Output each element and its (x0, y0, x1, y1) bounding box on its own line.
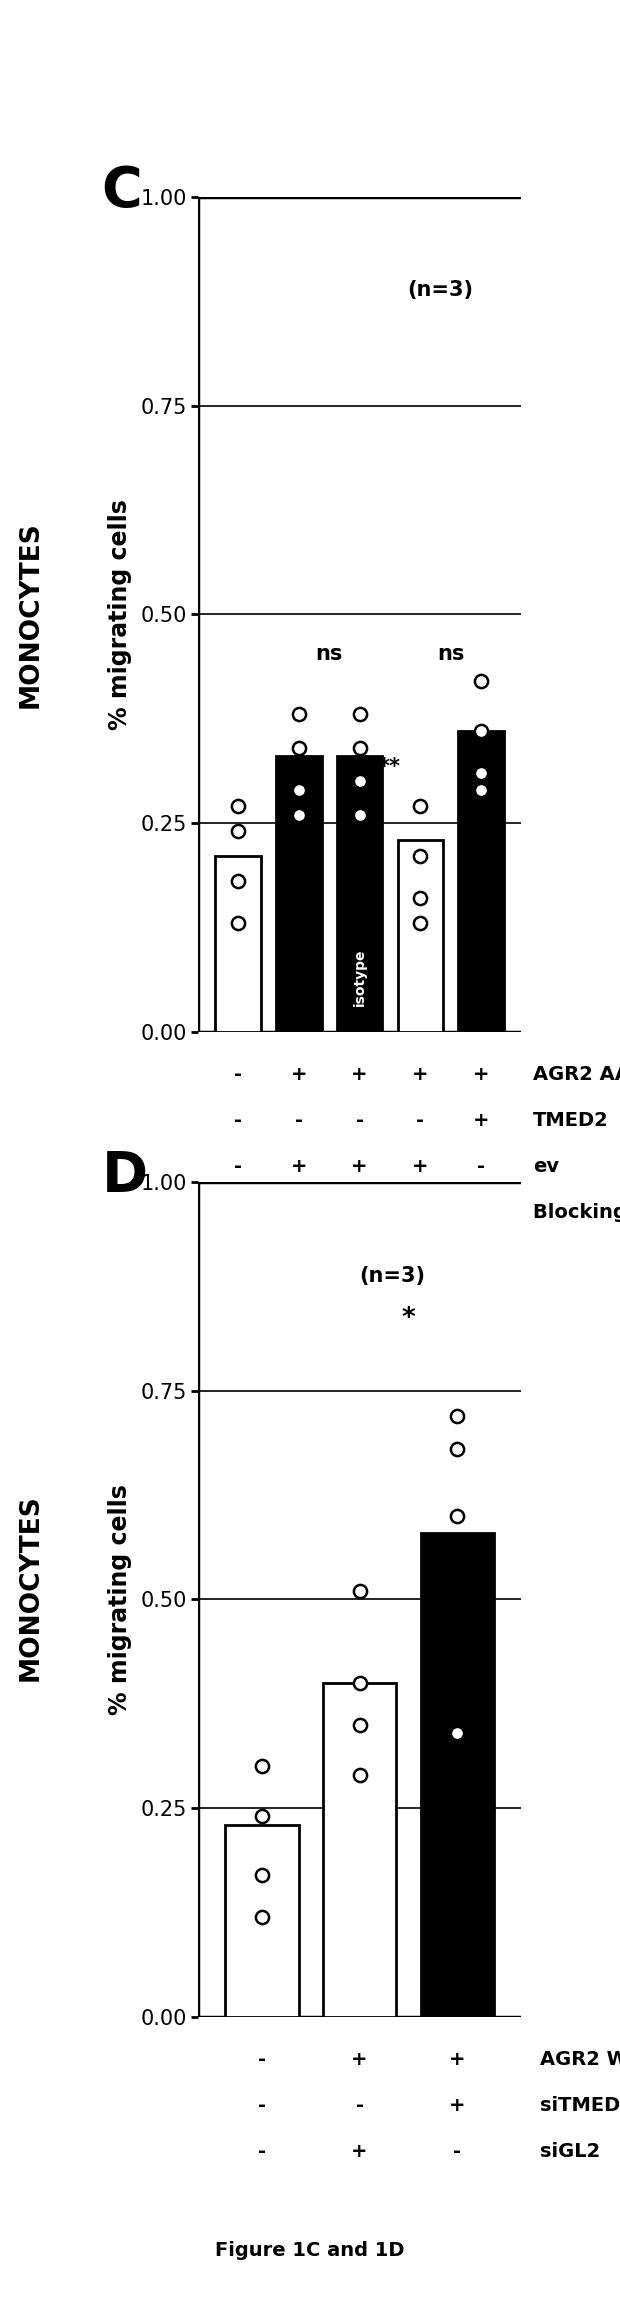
Text: +: + (473, 1110, 490, 1129)
Text: -: - (234, 1110, 242, 1129)
Point (257, 1857, 267, 1894)
Point (453, 1430, 463, 1467)
Point (476, 712, 486, 749)
Point (453, 1715, 463, 1752)
Text: ns: ns (437, 644, 464, 665)
Point (355, 1757, 365, 1794)
Point (294, 795, 304, 832)
Text: -: - (356, 1110, 363, 1129)
Text: Figure 1C and 1D: Figure 1C and 1D (215, 2242, 405, 2260)
Text: -: - (234, 1064, 242, 1085)
Text: -: - (258, 2049, 266, 2070)
Point (355, 1572, 365, 1609)
Text: +: + (352, 1064, 368, 1085)
Point (257, 1748, 267, 1785)
Text: (n=3): (n=3) (407, 280, 473, 301)
Text: MONOCYTES: MONOCYTES (18, 1495, 44, 1681)
Point (355, 730, 365, 767)
Text: ev: ev (533, 1157, 559, 1175)
Bar (337, 756, 383, 1032)
Point (257, 1799, 267, 1836)
Point (415, 837, 425, 874)
Text: D: D (102, 1150, 148, 1203)
Text: -: - (417, 1110, 425, 1129)
Text: -: - (356, 2095, 363, 2114)
Point (233, 788, 243, 825)
Text: *: * (402, 1307, 415, 1333)
Point (476, 772, 486, 809)
Point (476, 663, 486, 700)
Text: AGR2 AA: AGR2 AA (533, 1064, 620, 1085)
Point (233, 814, 243, 851)
Bar (225, 1824, 299, 2017)
Point (453, 1398, 463, 1435)
Text: +: + (473, 1064, 490, 1085)
Point (355, 1706, 365, 1743)
Text: -: - (453, 2142, 461, 2160)
Text: +: + (291, 1064, 307, 1085)
Text: -: - (258, 2142, 266, 2160)
Point (355, 695, 365, 732)
Text: -: - (356, 1203, 363, 1222)
Text: (n=3): (n=3) (359, 1266, 425, 1286)
Point (294, 695, 304, 732)
Text: +: + (449, 2095, 466, 2114)
Point (233, 904, 243, 941)
Text: +: + (291, 1157, 307, 1175)
Text: -: - (294, 1110, 303, 1129)
Point (257, 1898, 267, 1936)
Text: +: + (412, 1157, 428, 1175)
Text: -: - (477, 1203, 485, 1222)
Text: +: + (352, 1157, 368, 1175)
Y-axis label: % migrating cells: % migrating cells (108, 498, 132, 730)
Point (415, 879, 425, 916)
Text: -: - (234, 1157, 242, 1175)
Text: Blocking Ab: Blocking Ab (533, 1203, 620, 1222)
Point (294, 772, 304, 809)
Text: -: - (258, 2095, 266, 2114)
Bar (215, 855, 261, 1032)
Point (355, 763, 365, 800)
Bar (397, 839, 443, 1032)
Point (453, 1497, 463, 1535)
Text: isotype: isotype (353, 948, 366, 1006)
Text: siTMED2: siTMED2 (541, 2095, 620, 2114)
Text: MONOCYTES: MONOCYTES (18, 522, 44, 707)
Text: AGR2 WT: AGR2 WT (541, 2049, 620, 2070)
Text: -: - (294, 1203, 303, 1222)
Bar (323, 1683, 396, 2017)
Text: +: + (352, 2142, 368, 2160)
Point (233, 862, 243, 899)
Point (355, 1664, 365, 1701)
Point (415, 904, 425, 941)
Point (355, 795, 365, 832)
Bar (276, 756, 322, 1032)
Text: C: C (102, 165, 143, 218)
Point (476, 753, 486, 790)
Text: +: + (412, 1064, 428, 1085)
Text: +: + (352, 2049, 368, 2070)
Bar (458, 730, 504, 1032)
Point (415, 788, 425, 825)
Text: siGL2: siGL2 (541, 2142, 601, 2160)
Text: ns: ns (316, 644, 343, 665)
Text: **: ** (379, 758, 401, 777)
Text: +: + (449, 2049, 466, 2070)
Text: +: + (412, 1203, 428, 1222)
Bar (420, 1532, 494, 2017)
Point (294, 730, 304, 767)
Y-axis label: % migrating cells: % migrating cells (108, 1484, 132, 1715)
Text: TMED2: TMED2 (533, 1110, 609, 1129)
Text: -: - (234, 1203, 242, 1222)
Text: -: - (477, 1157, 485, 1175)
